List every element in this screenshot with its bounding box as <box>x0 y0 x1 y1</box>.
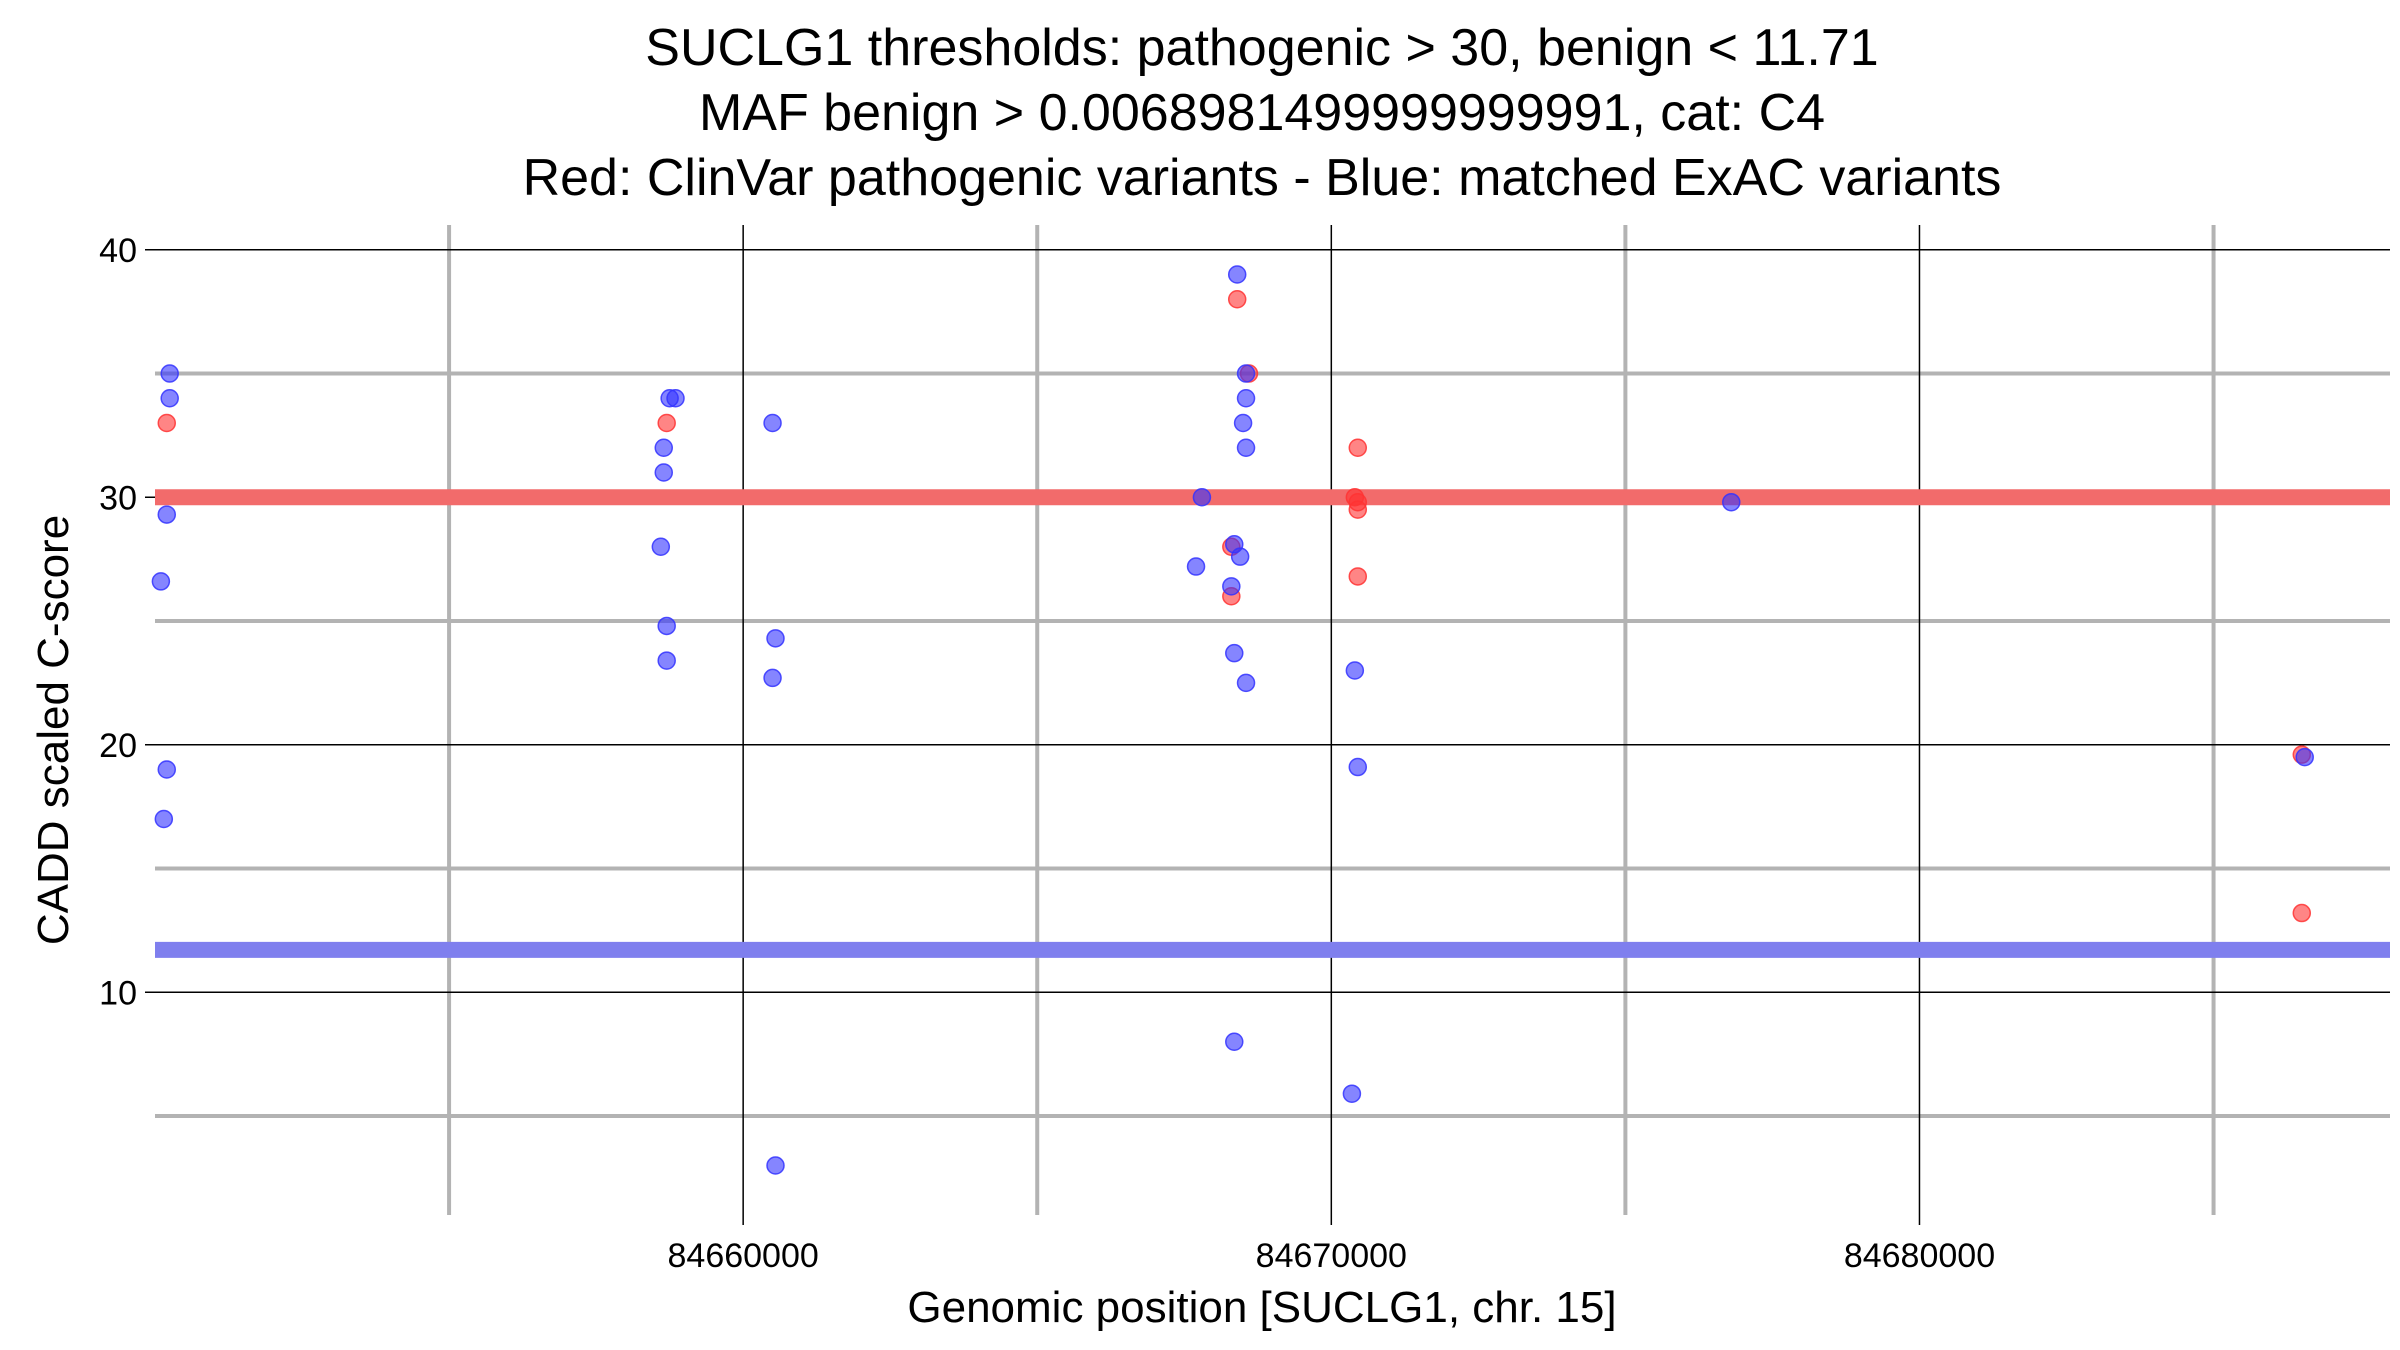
y-tick-label: 30 <box>99 479 137 517</box>
data-point <box>660 389 679 408</box>
x-tick-label: 84680000 <box>1844 1237 1995 1275</box>
y-tick-label: 20 <box>99 727 137 765</box>
data-point <box>1342 1084 1362 1103</box>
x-axis-title: Genomic position [SUCLG1, chr. 15] <box>907 1283 1616 1332</box>
data-point <box>1236 389 1256 408</box>
series-clinvar-pathogenic <box>157 290 2312 923</box>
data-point <box>763 668 782 688</box>
data-point <box>657 651 676 670</box>
data-point <box>1348 567 1368 586</box>
data-point <box>766 1156 785 1175</box>
data-point <box>1348 500 1368 519</box>
data-point <box>1348 438 1368 457</box>
y-axis-title: CADD scaled C-score <box>29 515 78 945</box>
data-point <box>160 389 179 408</box>
data-point <box>651 537 671 556</box>
data-point <box>1192 488 1212 507</box>
data-point <box>2292 903 2312 923</box>
data-point <box>766 629 785 648</box>
data-point <box>657 413 676 433</box>
data-point <box>1722 492 1741 512</box>
data-point <box>654 438 674 457</box>
grid-layer <box>155 225 2390 1215</box>
data-point <box>157 760 177 779</box>
chart-title-line-1: SUCLG1 thresholds: pathogenic > 30, beni… <box>645 19 1878 77</box>
series-exac-matched <box>151 265 2314 1175</box>
data-point <box>1225 643 1244 663</box>
data-point <box>1236 438 1256 457</box>
data-point <box>157 505 177 524</box>
data-point <box>157 413 177 433</box>
data-point <box>1227 265 1247 284</box>
data-point <box>1222 577 1241 596</box>
threshold-layer <box>155 489 2390 958</box>
data-point <box>160 364 179 383</box>
chart-title-line-3: Red: ClinVar pathogenic variants - Blue:… <box>523 149 2002 207</box>
data-point <box>151 572 171 591</box>
data-point <box>1348 757 1368 777</box>
data-point <box>1230 547 1250 566</box>
data-point <box>657 616 676 636</box>
data-point <box>1345 661 1365 680</box>
x-tick-label: 84660000 <box>668 1237 819 1275</box>
data-point <box>654 463 674 482</box>
chart-title-line-2: MAF benign > 0.0068981499999999991, cat:… <box>699 84 1825 142</box>
data-point <box>1227 290 1247 309</box>
data-point <box>1236 673 1256 693</box>
data-point <box>763 413 782 433</box>
data-point <box>1225 1032 1244 1051</box>
y-tick-label: 40 <box>99 232 137 270</box>
x-tick-label: 84670000 <box>1256 1237 1407 1275</box>
data-point <box>2295 747 2314 767</box>
points-layer <box>151 265 2314 1175</box>
data-point <box>1236 364 1256 383</box>
data-point <box>1186 557 1206 576</box>
data-point <box>1233 413 1253 433</box>
data-point <box>154 809 174 829</box>
y-tick-label: 10 <box>99 974 137 1012</box>
axes-layer: 10 20 30 40 84660000 84670000 84680000 <box>99 232 1995 1275</box>
